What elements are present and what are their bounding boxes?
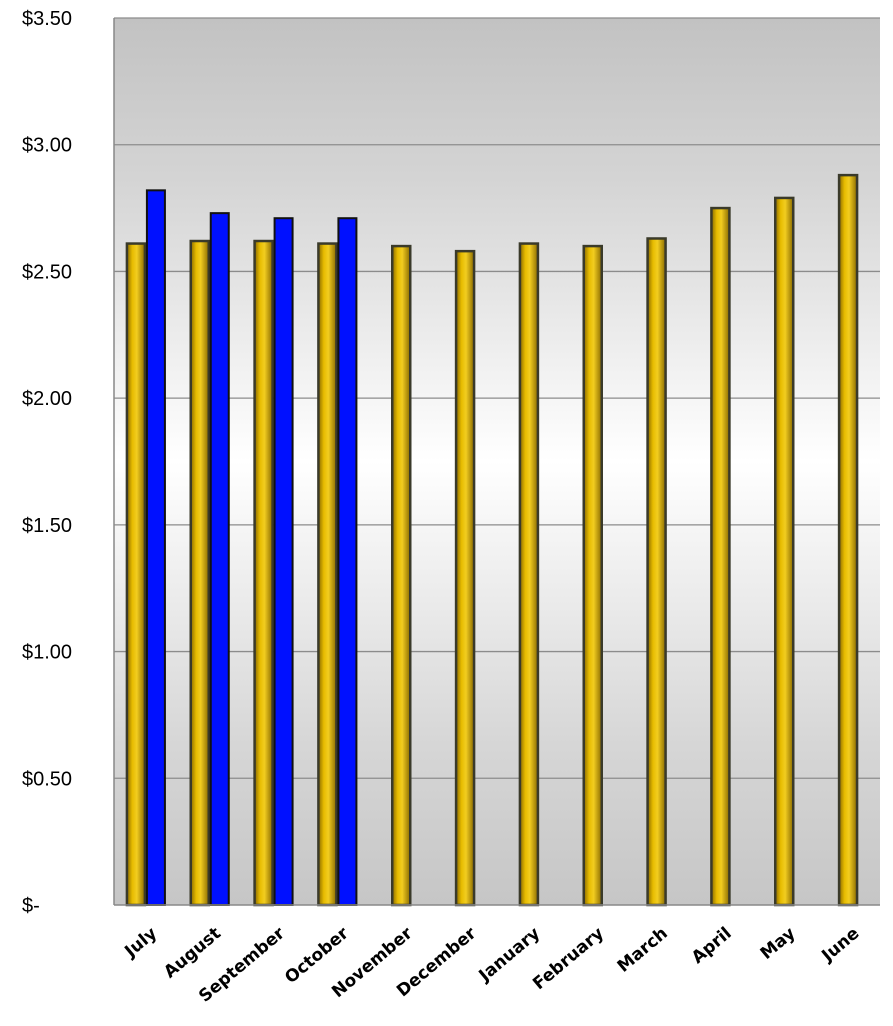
- y-tick-label: $3.50: [22, 8, 72, 30]
- bar-series-1: [317, 242, 338, 907]
- bar-series-2: [337, 217, 358, 907]
- bar-series-1: [646, 237, 667, 907]
- bar-series-1: [391, 244, 412, 907]
- y-tick-label: $2.00: [22, 388, 72, 410]
- y-tick-label: $0.50: [22, 768, 72, 790]
- bar-series-1: [454, 249, 476, 907]
- y-tick-label: $1.00: [22, 642, 72, 664]
- y-tick-label: $1.50: [22, 515, 72, 537]
- bar-series-2: [209, 212, 230, 906]
- x-tick-label: July: [120, 924, 161, 963]
- bar-series-1: [837, 173, 859, 907]
- x-tick-label: June: [817, 924, 863, 967]
- bar-series-1: [710, 206, 731, 907]
- x-tick-label: April: [688, 924, 736, 968]
- bar-series-1: [125, 242, 147, 907]
- bars: [125, 173, 859, 907]
- bar-series-1: [774, 196, 795, 907]
- bar-series-1: [253, 239, 274, 907]
- bar-series-1: [189, 239, 210, 907]
- bar-series-1: [582, 244, 603, 907]
- x-axis-ticks: July AugustSeptemberOctoberNovemberDecemb…: [120, 923, 863, 1006]
- gridlines: [114, 17, 880, 779]
- y-tick-label: $2.50: [22, 261, 72, 283]
- bar-series-2: [145, 189, 166, 906]
- bar-series-2: [273, 217, 294, 907]
- x-tick-label: February: [529, 924, 608, 995]
- y-tick-label: $3.00: [22, 135, 72, 157]
- y-axis-ticks: $- $0.50 $1.00 $1.50 $2.00 $2.50 $3.00 $3.50: [22, 8, 72, 917]
- x-tick-label: May: [757, 924, 800, 964]
- bar-series-1: [518, 242, 540, 907]
- y-tick-label: $-: [22, 895, 40, 917]
- plot-area: [114, 18, 880, 905]
- x-tick-label: March: [614, 924, 672, 977]
